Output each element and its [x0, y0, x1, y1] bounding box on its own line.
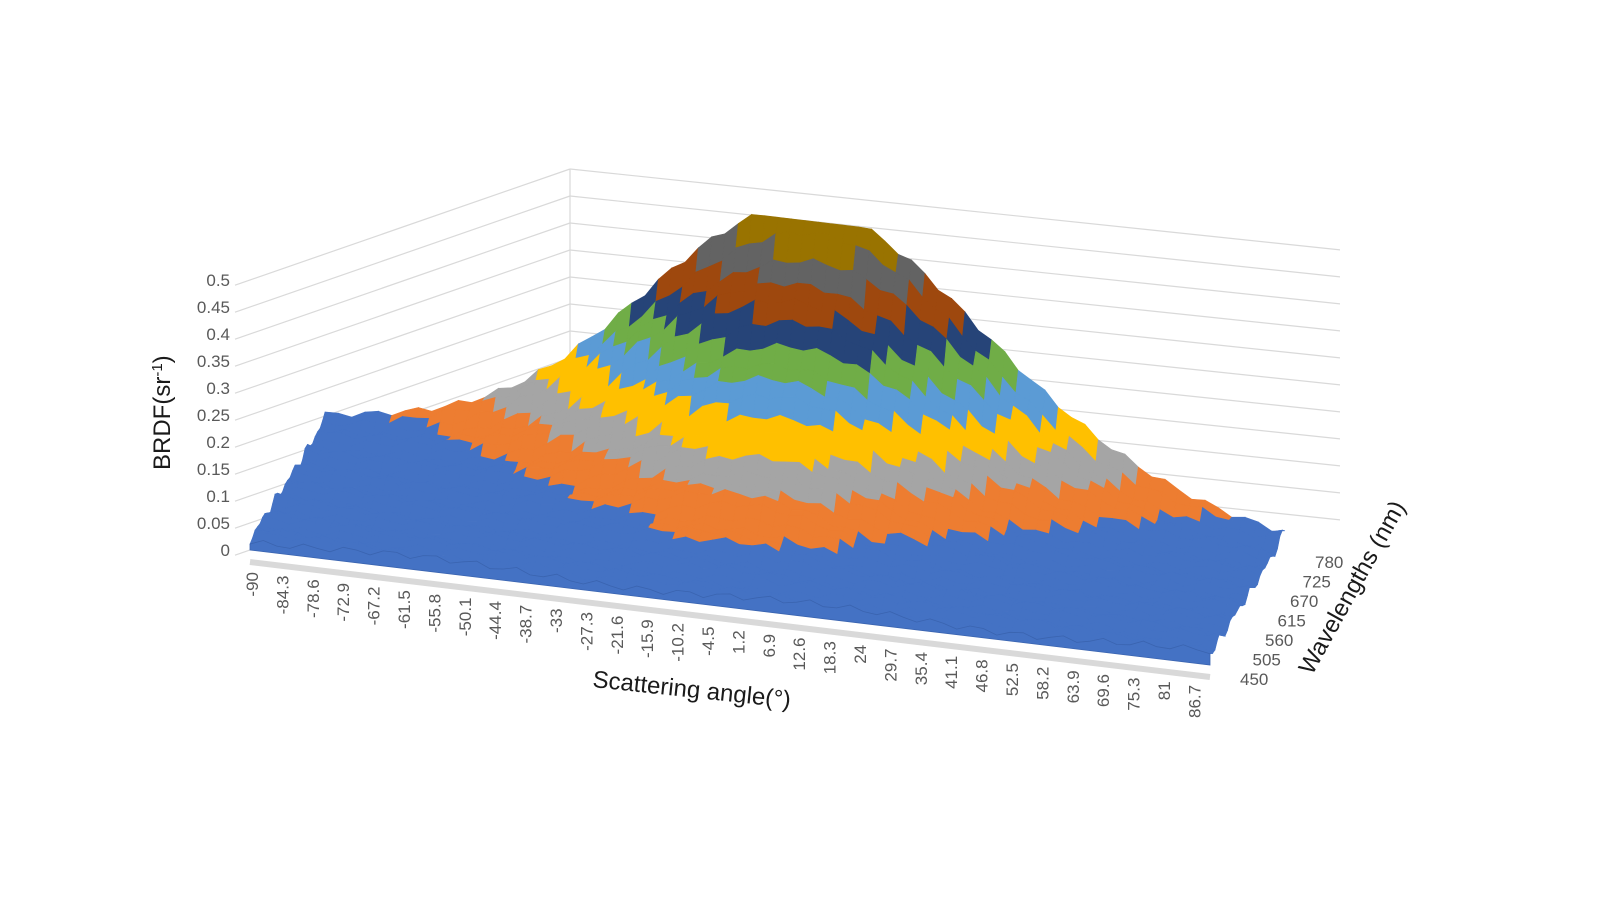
x-tick-label: -90: [243, 572, 262, 597]
surface-patch: [770, 259, 788, 288]
x-tick-label: -44.4: [486, 601, 505, 640]
surface-patch: [716, 455, 733, 477]
x-tick-label: 18.3: [821, 641, 840, 674]
surface-patch: [455, 400, 473, 411]
surface-patch: [642, 496, 659, 516]
y-axis-title: BRDF(sr-1): [149, 355, 176, 470]
z-tick-label: 0.05: [197, 514, 230, 533]
surface-patch: [823, 264, 841, 295]
surface-patch: [880, 385, 898, 412]
x-tick-label: 69.6: [1094, 674, 1113, 707]
wavelength-tick-label: 780: [1315, 553, 1343, 572]
x-tick-label: -21.6: [608, 616, 627, 655]
gridline-back-wall: [569, 222, 1341, 305]
wavelength-tick-label: 725: [1303, 573, 1331, 592]
floor-front-edge: [249, 559, 1211, 680]
wavelength-tick-label: 450: [1240, 670, 1268, 689]
x-tick-label: -50.1: [456, 598, 475, 637]
x-tick-label: 41.1: [942, 656, 961, 689]
x-tick-label: -27.3: [577, 612, 596, 651]
surface-patch: [1037, 509, 1055, 521]
x-tick-label: -10.2: [669, 623, 688, 662]
z-tick-label: 0.15: [197, 460, 230, 479]
z-tick-label: 0.2: [206, 433, 230, 452]
x-tick-label: 6.9: [760, 634, 779, 658]
x-tick-label: -38.7: [517, 605, 536, 644]
gridline-left-wall: [234, 330, 571, 448]
surface-patch: [1135, 466, 1153, 489]
gridline-left-wall: [234, 276, 571, 394]
wavelength-tick-label: 505: [1253, 651, 1281, 670]
x-tick-label: 12.6: [790, 638, 809, 671]
surface-patch: [815, 221, 833, 235]
surface-patch: [997, 487, 1015, 505]
surface-patch: [883, 463, 901, 484]
x-tick-label: 35.4: [912, 652, 931, 685]
x-axis-ticks: -90 -84.3 -78.6 -72.9 -67.2 -61.5 -55.8 -50.1 -4…: [243, 572, 1204, 718]
wavelength-tick-label: 615: [1278, 612, 1306, 631]
z-tick-label: 0.4: [206, 325, 230, 344]
x-tick-label: -33: [547, 608, 566, 633]
x-tick-label: 52.5: [1003, 663, 1022, 696]
x-tick-label: 86.7: [1185, 685, 1204, 718]
x-tick-label: 46.8: [973, 659, 992, 692]
gridline-left-wall: [234, 249, 571, 367]
surface-front-edge: [249, 540, 1211, 666]
z-axis-ticks: 0 0.05 0.1 0.15 0.2 0.25 0.3 0.35 0.4 0.45 0.5: [197, 271, 230, 560]
surface-patch: [824, 380, 842, 399]
x-tick-label: 81: [1155, 681, 1174, 700]
z-tick-label: 0.1: [206, 487, 230, 506]
z-tick-label: 0.3: [206, 379, 230, 398]
z-tick-label: 0.25: [197, 406, 230, 425]
surface-patch: [752, 393, 770, 420]
x-tick-label: -84.3: [273, 576, 292, 615]
surface-patch: [375, 410, 393, 424]
gridline-left-wall: [234, 222, 571, 340]
x-tick-label: 1.2: [729, 630, 748, 654]
z-tick-label: 0.45: [197, 298, 230, 317]
surface-patch: [602, 504, 619, 521]
z-tick-label: 0.35: [197, 352, 230, 371]
x-tick-label: 58.2: [1033, 667, 1052, 700]
gridline-left-wall: [234, 195, 571, 313]
surface-patch: [1095, 439, 1113, 467]
x-tick-label: -67.2: [365, 587, 384, 626]
x-tick-label: 75.3: [1125, 678, 1144, 711]
x-axis-title: Scattering angle(°): [591, 666, 792, 714]
gridline-back-wall: [569, 168, 1341, 251]
x-tick-label: -61.5: [395, 590, 414, 629]
x-tick-label: -72.9: [334, 583, 353, 622]
x-tick-label: -4.5: [699, 627, 718, 656]
surface-patch: [415, 407, 433, 419]
z-tick-label: 0: [221, 541, 230, 560]
wavelength-tick-label: 560: [1265, 631, 1293, 650]
gridline-back-wall: [569, 195, 1341, 278]
surface-patch: [1132, 485, 1150, 502]
gridline-left-wall: [234, 303, 571, 421]
surface-patch: [437, 422, 454, 438]
gridline-left-wall: [234, 168, 571, 286]
brdf-surface: [249, 213, 1286, 680]
x-tick-label: 24: [851, 645, 870, 664]
x-tick-label: 29.7: [881, 649, 900, 682]
x-tick-label: -78.6: [304, 579, 323, 618]
surface-patch: [517, 447, 535, 464]
x-tick-label: 63.9: [1064, 670, 1083, 703]
wavelength-tick-label: 670: [1290, 592, 1318, 611]
x-tick-label: -15.9: [638, 619, 657, 658]
x-tick-label: -55.8: [425, 594, 444, 633]
z-tick-label: 0.5: [206, 271, 230, 290]
